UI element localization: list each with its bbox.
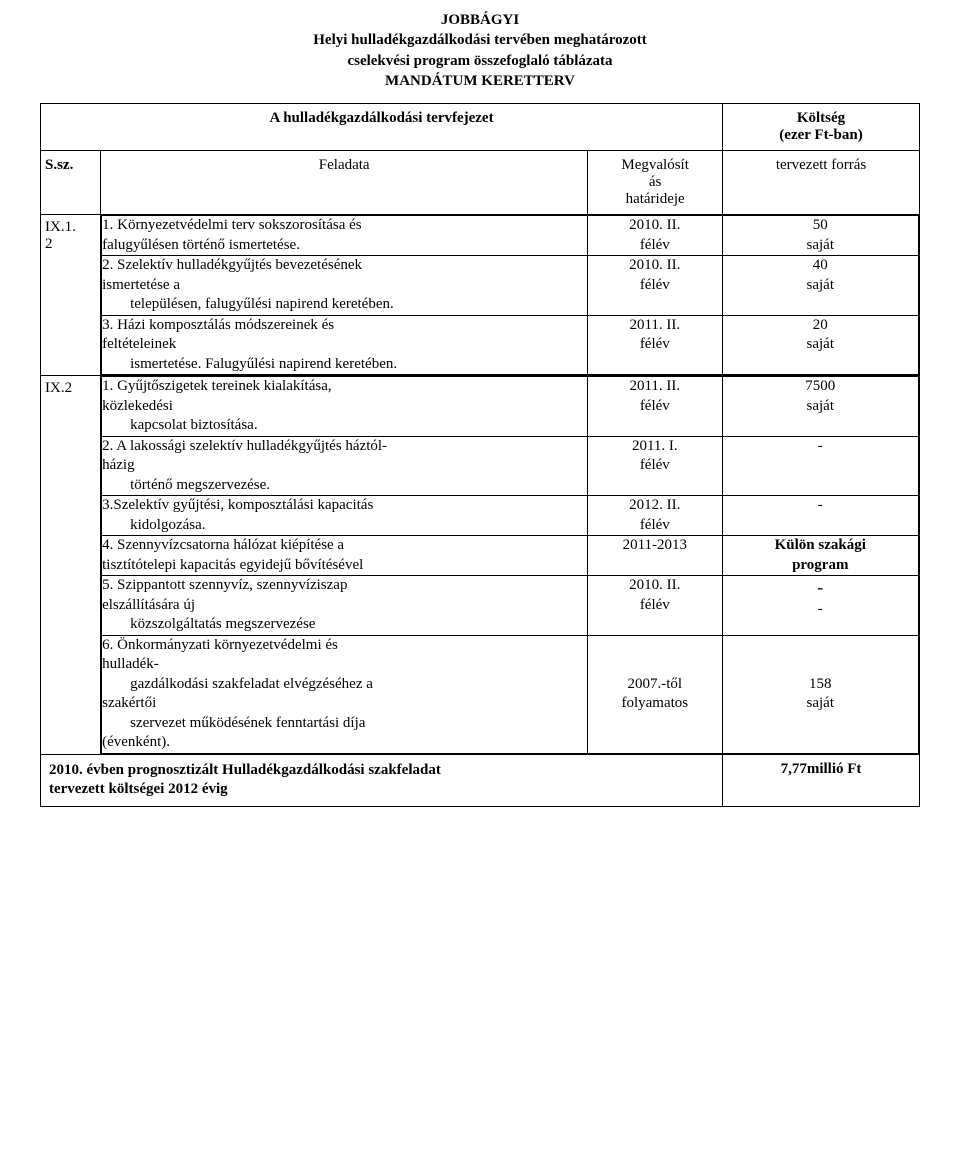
taskB1: 1. Gyűjtőszigetek tereinek kialakítása, …: [102, 377, 588, 437]
dueB6: 2007.-től folyamatos: [588, 635, 722, 753]
title-l1: JOBBÁGYI: [441, 12, 519, 28]
sz-header: S.sz.: [41, 151, 101, 215]
dueB4: 2011-2013: [588, 536, 722, 576]
cost-header-l2: (ezer Ft-ban): [779, 127, 862, 143]
costB4: Külön szakági program: [722, 536, 918, 576]
main-table: A hulladékgazdálkodási tervfejezet Költs…: [40, 103, 920, 807]
cost-header-l1: Költség: [797, 110, 845, 126]
title-l2: Helyi hulladékgazdálkodási tervében megh…: [313, 32, 646, 48]
taskB4: 4. Szennyvízcsatorna hálózat kiépítése a…: [102, 536, 588, 576]
taskA1: 1. Környezetvédelmi terv sokszorosítása …: [102, 216, 588, 256]
title-l3: cselekvési program összefoglaló táblázat…: [347, 53, 612, 69]
section-title: A hulladékgazdálkodási tervfejezet: [41, 104, 723, 151]
group-b-cell: 1. Gyűjtőszigetek tereinek kialakítása, …: [101, 376, 920, 755]
due-header: Megvalósít ás határideje: [588, 151, 723, 215]
group-a-cell: 1. Környezetvédelmi terv sokszorosítása …: [101, 215, 920, 376]
dueB2: 2011. I. félév: [588, 436, 722, 496]
dueB5: 2010. II. félév: [588, 576, 722, 636]
forras-header: tervezett forrás: [723, 151, 920, 215]
costA2: 40 saját: [722, 256, 918, 316]
cost-header: Költség (ezer Ft-ban): [723, 104, 920, 151]
sz-ix2: IX.2: [41, 376, 101, 755]
dueA2: 2010. II. félév: [588, 256, 722, 316]
costB5: - -: [722, 576, 918, 636]
dueA3: 2011. II. félév: [588, 315, 722, 375]
taskB5: 5. Szippantott szennyvíz, szennyvíziszap…: [102, 576, 588, 636]
sz-ix12: IX.1. 2: [41, 215, 101, 376]
costB1: 7500 saját: [722, 377, 918, 437]
footer-value: 7,77millió Ft: [723, 754, 920, 806]
costB6: 158 saját: [722, 635, 918, 753]
dueA1: 2010. II. félév: [588, 216, 722, 256]
footer-label: 2010. évben prognosztizált Hulladékgazdá…: [41, 754, 723, 806]
doc-title: JOBBÁGYI Helyi hulladékgazdálkodási terv…: [40, 10, 920, 91]
dueB3: 2012. II. félév: [588, 496, 722, 536]
taskB6: 6. Önkormányzati környezetvédelmi és hul…: [102, 635, 588, 753]
costA1: 50 saját: [722, 216, 918, 256]
title-l4: MANDÁTUM KERETTERV: [385, 73, 575, 89]
costA3: 20 saját: [722, 315, 918, 375]
taskA3: 3. Házi komposztálás módszereinek és fel…: [102, 315, 588, 375]
taskB2: 2. A lakossági szelektív hulladékgyűjtés…: [102, 436, 588, 496]
costB2: -: [722, 436, 918, 496]
taskA2: 2. Szelektív hulladékgyűjtés bevezetésén…: [102, 256, 588, 316]
feladata-header: Feladata: [101, 151, 588, 215]
costB3: -: [722, 496, 918, 536]
taskB3: 3.Szelektív gyűjtési, komposztálási kapa…: [102, 496, 588, 536]
dueB1: 2011. II. félév: [588, 377, 722, 437]
